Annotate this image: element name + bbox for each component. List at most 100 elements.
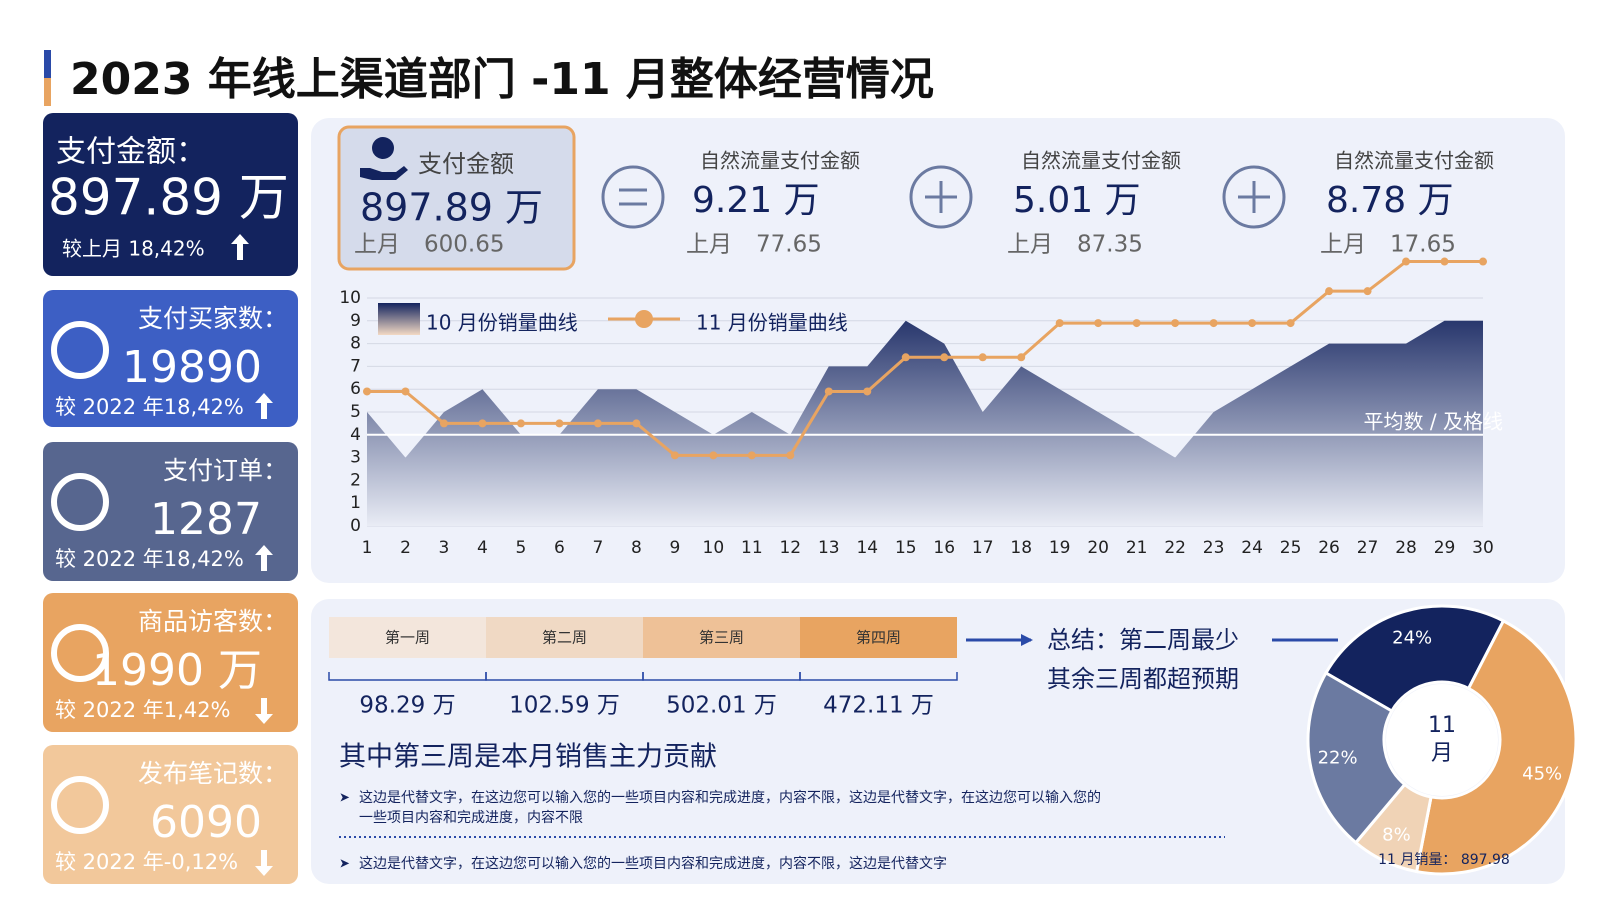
card: [43, 113, 298, 276]
center-label: 月: [1431, 741, 1453, 766]
point: [1248, 319, 1257, 328]
y-tick-label: 0: [350, 516, 361, 536]
point: [1094, 319, 1103, 328]
card-value: 1990 万: [92, 645, 262, 696]
point: [1209, 319, 1218, 328]
week-value: 502.01 万: [666, 693, 777, 719]
x-tick-label: 27: [1357, 538, 1379, 558]
x-tick-label: 30: [1472, 538, 1494, 558]
point: [1363, 287, 1372, 296]
card: [43, 442, 298, 581]
card-label: 支付买家数：: [138, 304, 288, 333]
legend-dot: [635, 310, 653, 328]
slice-label: 8%: [1382, 825, 1411, 846]
card-icon: [51, 776, 109, 834]
card-icon: [51, 473, 109, 531]
x-tick-label: 26: [1318, 538, 1340, 558]
card-change: 较 2022 年1,42%: [55, 698, 231, 722]
metric-label: 支付金额: [418, 150, 514, 178]
x-tick-label: 1: [362, 538, 373, 558]
week-value: 472.11 万: [823, 693, 934, 719]
point: [478, 419, 487, 428]
metric-label: 自然流量支付金额: [1334, 149, 1494, 173]
summary: 其余三周都超预期: [1047, 665, 1239, 693]
x-tick-label: 13: [818, 538, 840, 558]
card-change: 较 2022 年18,42%: [55, 395, 244, 419]
metric-prev-label: 上月: [1007, 232, 1053, 258]
x-tick-label: 19: [1049, 538, 1071, 558]
x-tick-label: 3: [439, 538, 450, 558]
x-tick-label: 28: [1395, 538, 1417, 558]
point: [1132, 319, 1141, 328]
point: [1479, 257, 1487, 266]
metric-prev: 87.35: [1077, 232, 1143, 258]
x-tick-label: 22: [1164, 538, 1186, 558]
area: [367, 320, 1483, 526]
slice-label: 22%: [1318, 747, 1358, 768]
point: [709, 451, 718, 460]
point: [1402, 257, 1411, 266]
week-header: 第四周: [856, 629, 901, 647]
donut-hole: [1386, 684, 1498, 796]
reference-label: 平均数 / 及格线: [1364, 409, 1503, 433]
donut-slice: [1306, 670, 1407, 845]
point: [670, 451, 679, 460]
y-tick-label: 9: [350, 311, 361, 331]
legend-label: 11 月份销量曲线: [696, 311, 848, 335]
metric-value: 5.01 万: [1013, 180, 1141, 221]
card-icon: [51, 624, 109, 682]
card: [43, 745, 298, 884]
point: [1286, 319, 1295, 328]
point: [863, 387, 872, 396]
metric-prev-label: 上月: [1320, 232, 1366, 258]
point: [363, 387, 371, 396]
card-value: 19890: [122, 342, 262, 393]
x-tick-label: 24: [1241, 538, 1263, 558]
metric-value: 897.89 万: [360, 186, 543, 230]
accent-bottom: [44, 78, 51, 106]
week-header: 第一周: [385, 629, 430, 647]
metric-prev: 600.65: [424, 232, 504, 258]
x-tick-label: 14: [856, 538, 878, 558]
x-tick-label: 23: [1203, 538, 1225, 558]
x-tick-label: 7: [592, 538, 603, 558]
legend-swatch: [378, 303, 420, 335]
metric-label: 自然流量支付金额: [1021, 149, 1181, 173]
center-label: 11: [1428, 713, 1456, 738]
x-tick-label: 21: [1126, 538, 1148, 558]
trend-arrow: [255, 393, 273, 419]
bullet: 这边是代替文字，在这边您可以输入您的一些项目内容和完成进度，内容不限，这边是代替…: [359, 789, 1101, 806]
y-tick-label: 3: [350, 448, 361, 468]
x-tick-label: 18: [1010, 538, 1032, 558]
bullet: 一些项目内容和完成进度，内容不限: [359, 809, 583, 826]
arrow-head: [1021, 634, 1033, 646]
y-tick-label: 8: [350, 334, 361, 354]
week-brace: [799, 672, 958, 681]
y-tick-label: 6: [350, 379, 361, 399]
week-cell: [800, 617, 957, 658]
x-tick-label: 4: [477, 538, 488, 558]
point: [555, 419, 564, 428]
card-change: 较 2022 年-0,12%: [55, 850, 238, 874]
metric-label: 自然流量支付金额: [700, 149, 860, 173]
trend-arrow: [255, 850, 273, 876]
card-change: 较 2022 年18,42%: [55, 547, 244, 571]
x-tick-label: 9: [669, 538, 680, 558]
x-tick-label: 12: [779, 538, 801, 558]
card-label: 商品访客数：: [138, 607, 288, 636]
y-tick-label: 5: [350, 402, 361, 422]
card-label: 发布笔记数：: [138, 759, 288, 788]
bullet-mark: ➤: [339, 791, 350, 806]
donut-slice: [1323, 604, 1506, 714]
week-cell: [643, 617, 800, 658]
point: [1440, 257, 1449, 266]
slice-label: 24%: [1392, 627, 1432, 648]
bullet-mark: ➤: [339, 857, 350, 872]
x-tick-label: 10: [703, 538, 725, 558]
card: [43, 593, 298, 732]
card: [43, 290, 298, 427]
pie-note: 11 月销量： 897.98: [1378, 852, 1510, 868]
point: [747, 451, 756, 460]
point: [439, 419, 448, 428]
